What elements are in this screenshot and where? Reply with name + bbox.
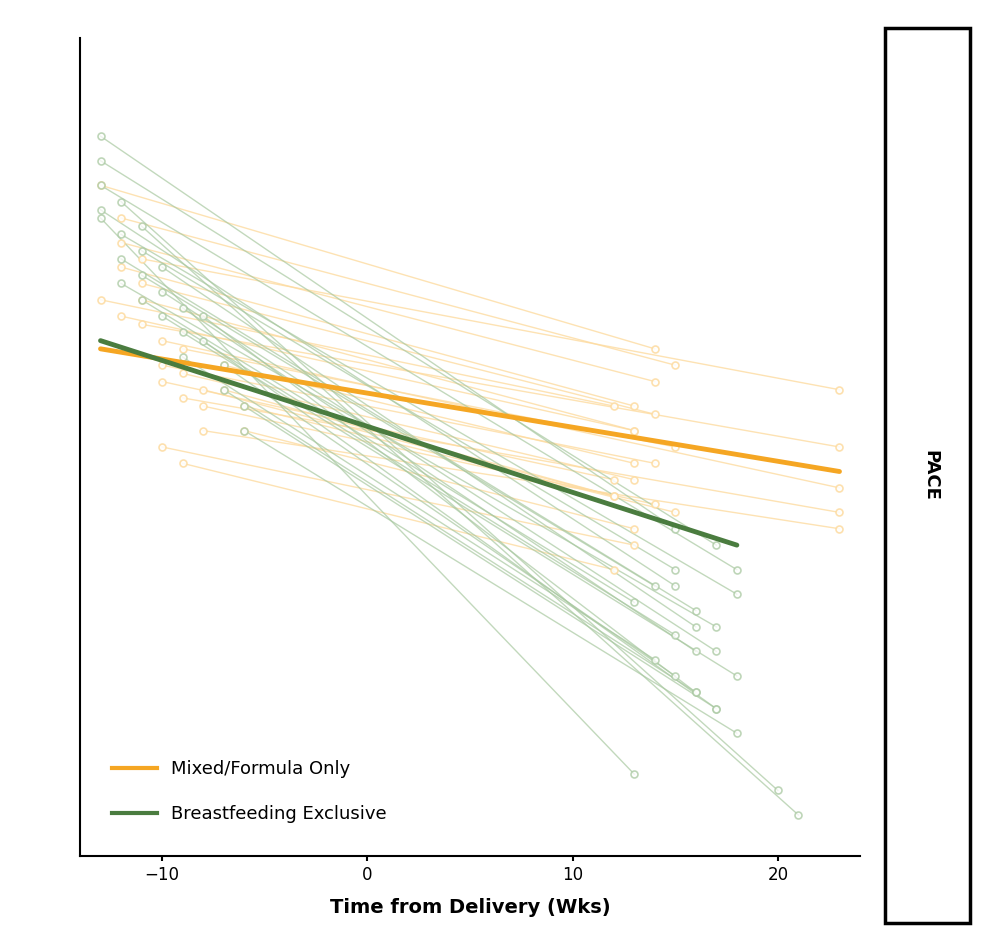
X-axis label: Time from Delivery (Wks): Time from Delivery (Wks)	[330, 898, 610, 917]
Text: PACE: PACE	[921, 450, 939, 501]
Bar	[885, 29, 970, 922]
Legend: Mixed/Formula Only, Breastfeeding Exclusive: Mixed/Formula Only, Breastfeeding Exclus…	[105, 753, 394, 830]
